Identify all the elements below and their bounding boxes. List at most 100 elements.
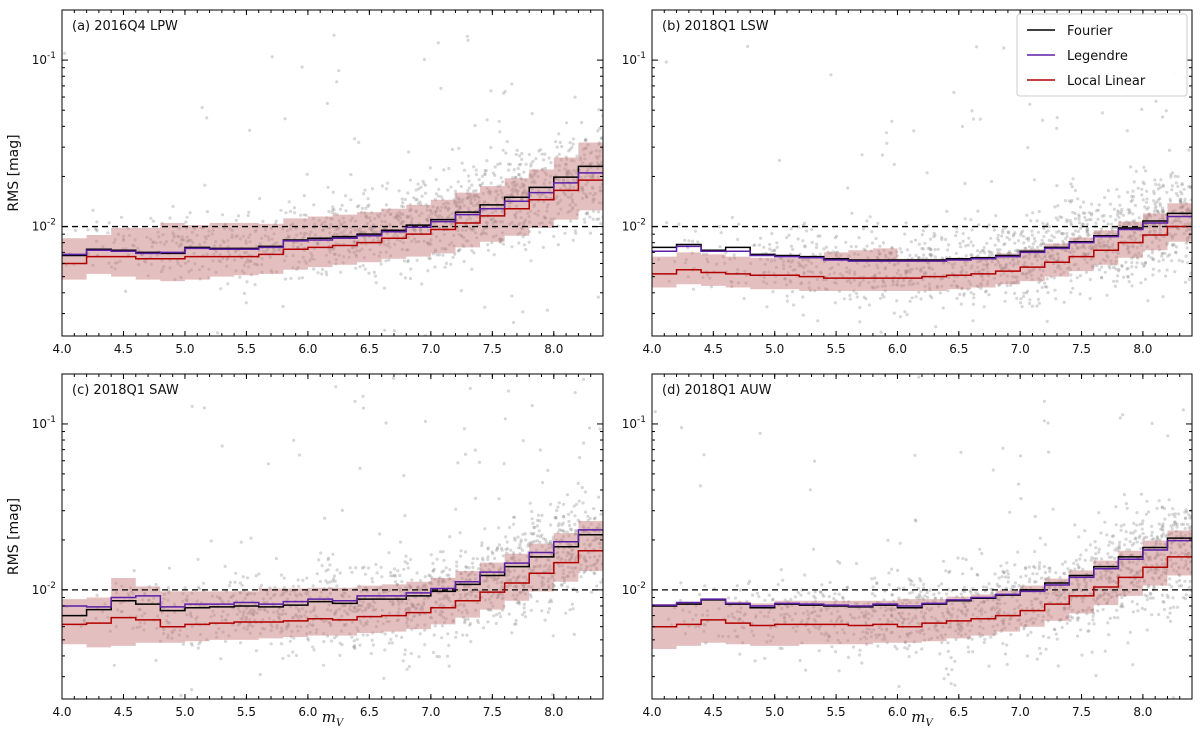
scatter-point [961, 231, 965, 236]
scatter-point [512, 515, 517, 519]
scatter-point [1016, 250, 1020, 254]
scatter-point [254, 574, 258, 578]
scatter-point [1069, 273, 1073, 277]
scatter-point [355, 205, 360, 209]
scatter-point [494, 621, 498, 626]
scatter-point [497, 497, 501, 501]
scatter-point [1062, 232, 1066, 236]
scatter-point [371, 580, 375, 584]
scatter-point [183, 586, 187, 590]
scatter-point [94, 228, 98, 232]
scatter-point [188, 211, 192, 215]
series-local-linear [652, 225, 1192, 279]
scatter-point [1167, 148, 1172, 152]
scatter-point [486, 547, 490, 551]
scatter-point [737, 222, 741, 226]
scatter-point [402, 474, 406, 478]
scatter-point [319, 551, 323, 555]
scatter-point [1085, 226, 1089, 230]
scatter-point [549, 523, 553, 527]
scatter-point [539, 148, 543, 152]
scatter-point [815, 242, 819, 246]
scatter-point [1137, 536, 1141, 540]
scatter-point [529, 162, 533, 166]
scatter-point [575, 154, 579, 158]
x-tick-label: 8.0 [544, 705, 563, 719]
scatter-point [1107, 264, 1111, 268]
scatter-point [415, 198, 419, 202]
x-tick-label: 6.0 [888, 342, 907, 356]
scatter-point [917, 256, 921, 260]
scatter-point [440, 636, 444, 640]
scatter-point [984, 290, 988, 294]
scatter-point [803, 245, 807, 249]
scatter-point [1130, 272, 1134, 276]
scatter-point [190, 404, 194, 408]
scatter-point [1149, 533, 1154, 538]
scatter-point [753, 243, 757, 247]
scatter-point [990, 591, 994, 595]
scatter-point [953, 683, 957, 687]
scatter-point [588, 215, 592, 219]
scatter-point [1055, 116, 1059, 120]
scatter-point [471, 565, 475, 570]
scatter-point [439, 86, 443, 90]
scatter-point [455, 560, 459, 564]
scatter-point [1177, 258, 1181, 262]
scatter-point [1019, 233, 1023, 237]
scatter-point [441, 550, 445, 554]
scatter-point [546, 468, 550, 472]
scatter-point [1069, 279, 1073, 283]
scatter-point [1161, 208, 1165, 213]
scatter-point [563, 231, 567, 235]
scatter-point [472, 165, 476, 169]
scatter-point [353, 137, 357, 141]
scatter-point [926, 246, 930, 251]
scatter-point [524, 247, 528, 252]
x-tick-label: 7.0 [1011, 342, 1030, 356]
scatter-point [584, 138, 588, 142]
scatter-point [495, 548, 499, 552]
scatter-point [1183, 280, 1188, 284]
scatter-point [582, 377, 586, 381]
scatter-point [592, 571, 596, 575]
scatter-point [999, 564, 1003, 568]
scatter-point [287, 200, 291, 204]
scatter-point [1124, 502, 1128, 506]
scatter-point [459, 289, 463, 293]
scatter-point [1164, 534, 1168, 538]
scatter-point [1161, 206, 1165, 210]
scatter-point [499, 176, 503, 180]
scatter-point [576, 481, 580, 485]
scatter-point [1114, 505, 1118, 509]
scatter-point [119, 215, 123, 219]
scatter-point [223, 564, 227, 569]
scatter-point [239, 641, 243, 645]
scatter-point [466, 617, 470, 621]
scatter-point [514, 618, 518, 623]
scatter-point [361, 263, 365, 268]
scatter-point [1112, 279, 1116, 283]
scatter-point [282, 585, 287, 590]
scatter-point [415, 258, 419, 262]
scatter-point [259, 583, 264, 588]
scatter-point [1163, 251, 1167, 255]
scatter-point [1128, 208, 1132, 212]
scatter-point [442, 168, 446, 172]
scatter-point [1151, 273, 1155, 277]
scatter-point [921, 247, 925, 251]
scatter-point [1100, 214, 1104, 218]
y-tick-label: 10-2 [32, 218, 56, 234]
scatter-point [1088, 543, 1092, 547]
scatter-point [1001, 641, 1005, 646]
scatter-point [1120, 264, 1124, 268]
scatter-point [522, 606, 526, 610]
scatter-point [476, 621, 480, 625]
scatter-point [1012, 584, 1017, 589]
scatter-point [895, 299, 899, 303]
scatter-point [1135, 261, 1139, 265]
scatter-point [1183, 197, 1187, 201]
scatter-point [908, 253, 912, 257]
scatter-point [932, 231, 936, 235]
scatter-point [969, 218, 973, 222]
